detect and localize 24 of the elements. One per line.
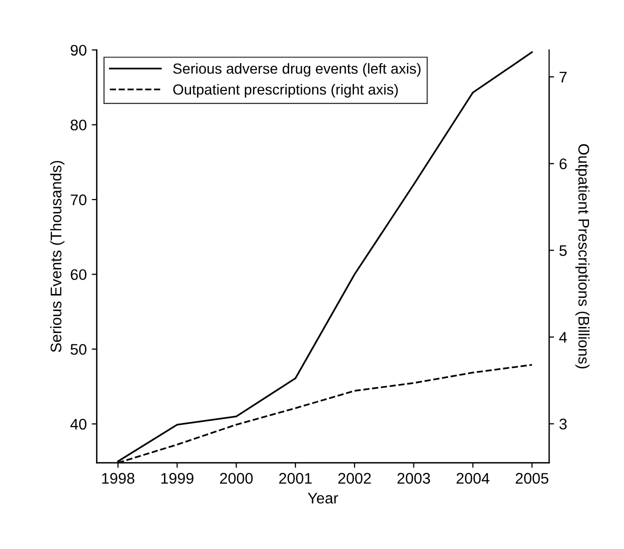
y2-tick-label: 7: [560, 72, 567, 82]
y2-tick-label: 5: [559, 245, 567, 256]
y2-tick-label: 3: [559, 418, 567, 430]
x-tick-label: 2003: [397, 472, 430, 484]
y-tick-label: 50: [70, 344, 86, 355]
x-tick-label: 2004: [456, 472, 490, 484]
x-tick-label: 1999: [161, 472, 194, 484]
y2-axis-title: Outpatient Prescriptions (Billions): [575, 144, 590, 368]
y2-tick-label: 6: [560, 158, 567, 170]
x-tick-label: 2002: [338, 472, 371, 484]
x-axis-title: Year: [308, 492, 338, 504]
y-tick-label: 90: [70, 44, 86, 56]
y-tick-label: 40: [70, 418, 86, 430]
y-tick-label: 70: [70, 194, 86, 206]
x-tick-label: 2001: [279, 472, 312, 484]
legend-label: Outpatient prescriptions (right axis): [173, 84, 398, 98]
x-tick-label: 2005: [516, 472, 548, 484]
y-tick-label: 60: [70, 269, 86, 280]
legend-label: Serious adverse drug events (left axis): [173, 63, 420, 77]
y-tick-label: 80: [70, 120, 86, 130]
y2-tick-label: 4: [559, 332, 567, 343]
x-tick-label: 1998: [102, 472, 134, 484]
x-tick-label: 2000: [220, 472, 253, 484]
y-axis-title: Serious Events (Thousands): [50, 160, 64, 352]
